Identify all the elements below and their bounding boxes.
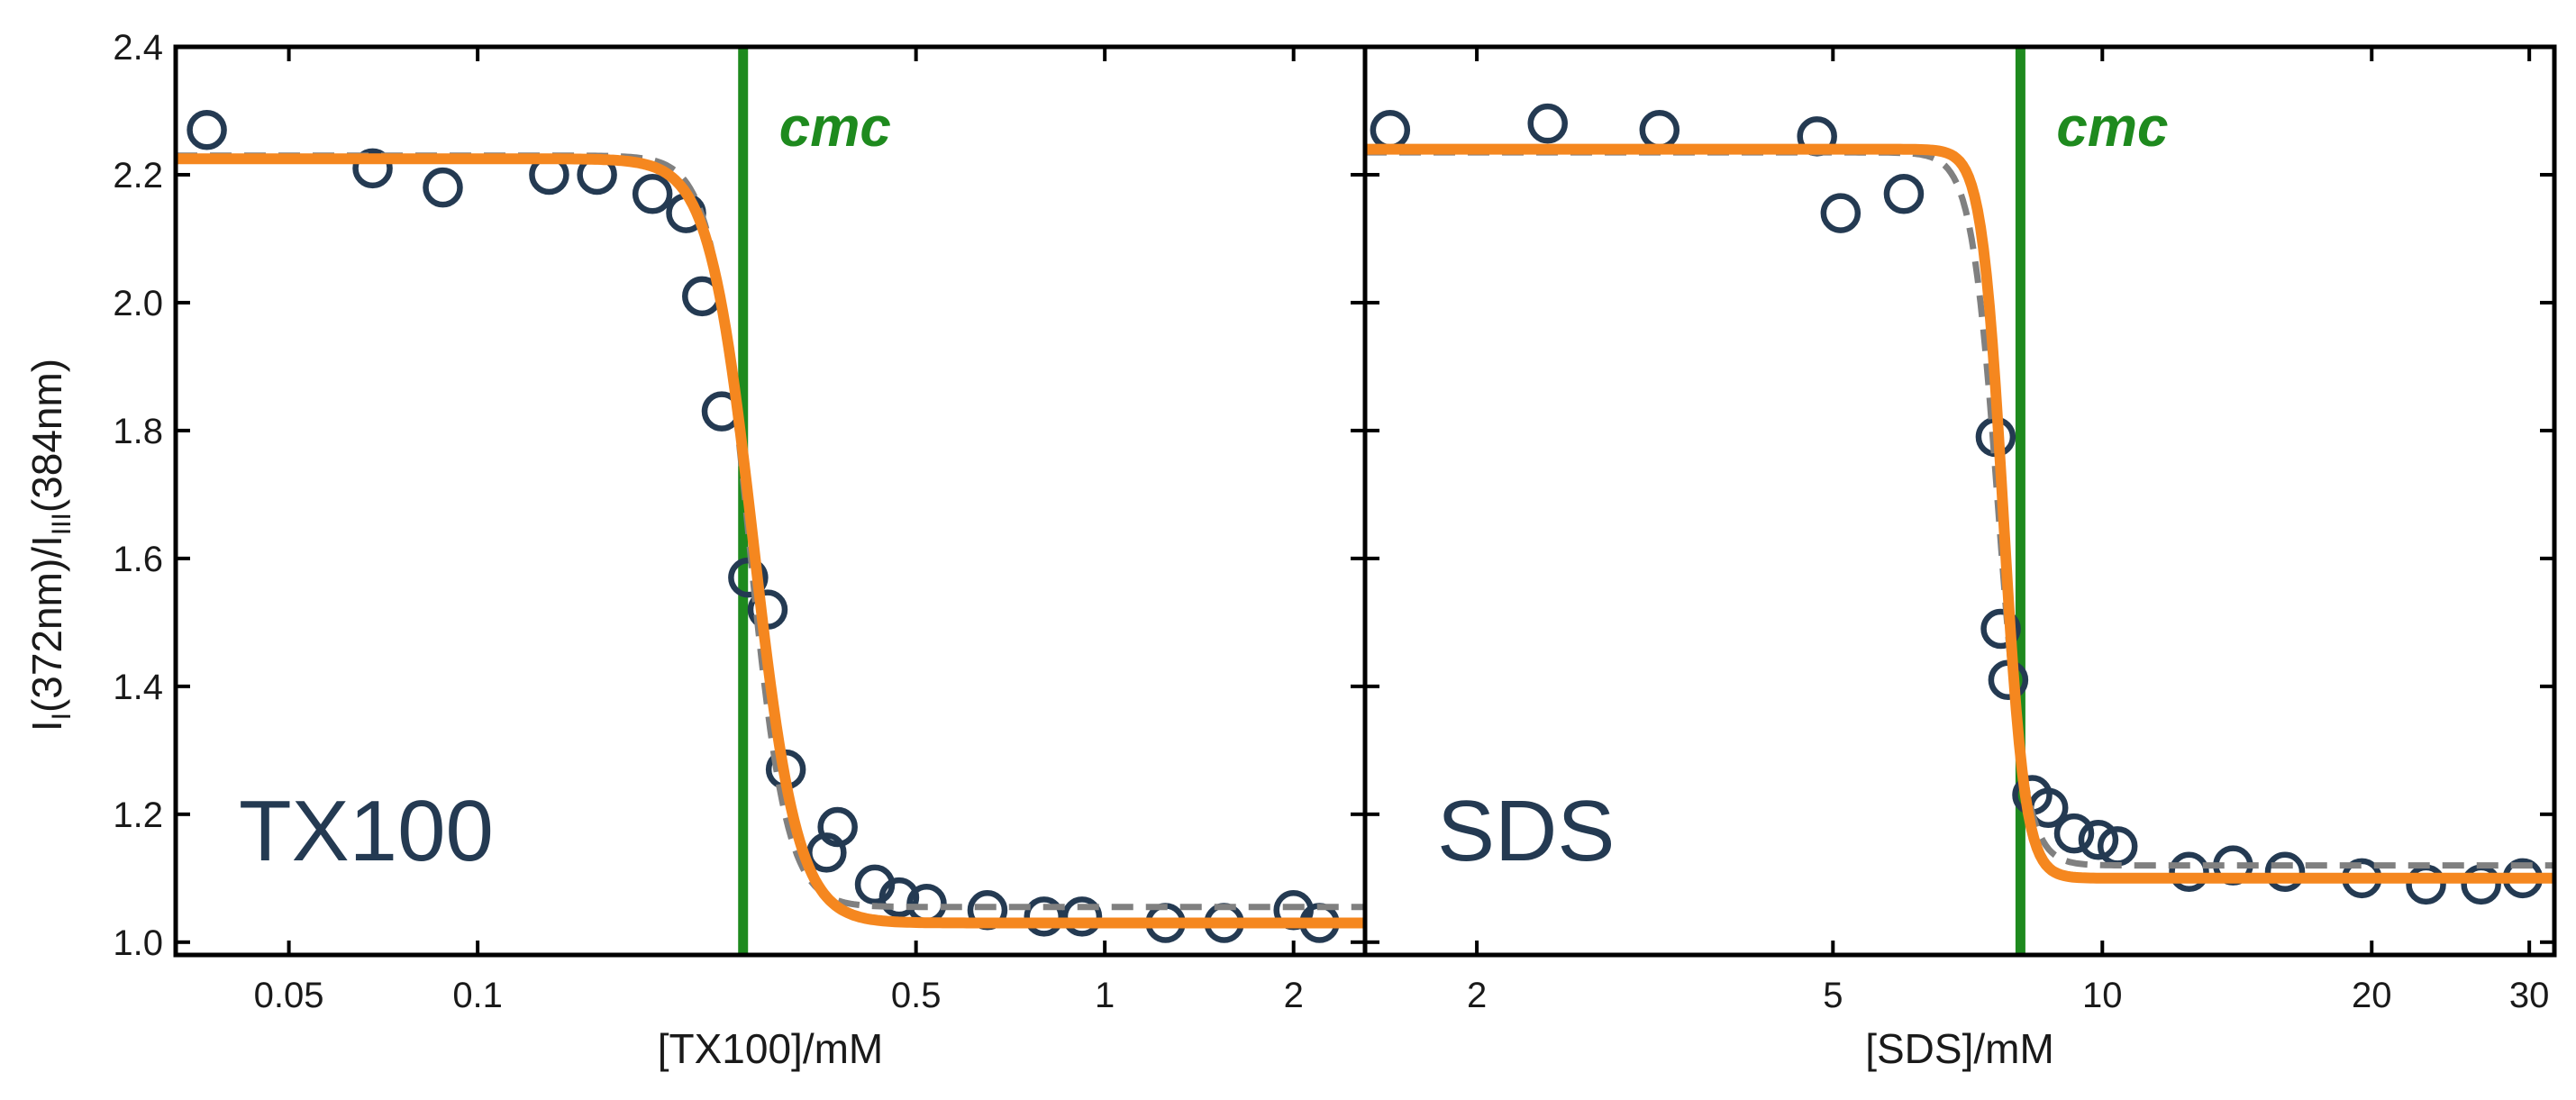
- x-tick-label: 2: [1284, 976, 1304, 1015]
- cmc-label: cmc: [779, 96, 891, 159]
- data-point: [1527, 103, 1568, 144]
- x-tick-label: 10: [2082, 976, 2123, 1015]
- panel-label: SDS: [1437, 783, 1615, 879]
- data-point: [1061, 896, 1103, 937]
- data-point: [1820, 193, 1861, 233]
- y-tick-label: 1.6: [113, 540, 163, 579]
- y-tick-label: 2.0: [113, 284, 163, 323]
- fit-curve-solid: [176, 153, 1365, 929]
- x-axis-title: [TX100]/mM: [658, 1025, 884, 1072]
- data-point: [806, 832, 847, 873]
- plot-frame: [1362, 44, 2557, 958]
- data-point: [2078, 819, 2119, 860]
- x-tick-label: 1: [1095, 976, 1115, 1015]
- data-point: [423, 167, 463, 208]
- y-axis-title-subscript: I: [47, 713, 77, 720]
- y-axis-title-part: (372nm)/I: [23, 535, 70, 713]
- x-tick-label: 2: [1467, 976, 1487, 1015]
- y-tick-label: 1.0: [113, 923, 163, 963]
- y-tick-label: 1.2: [113, 795, 163, 835]
- data-point: [817, 806, 858, 848]
- cmc-label: cmc: [2056, 96, 2168, 159]
- data-point: [2169, 851, 2209, 892]
- data-point: [1370, 110, 1411, 150]
- y-tick-label: 1.8: [113, 412, 163, 451]
- y-axis-title-part: (384nm): [23, 359, 70, 513]
- data-point: [2461, 864, 2501, 905]
- data-point: [1883, 174, 1925, 214]
- data-point: [1639, 110, 1680, 150]
- fit-curve-solid: [1365, 143, 2554, 884]
- fit-curve-dashed: [1365, 149, 2554, 869]
- data-point: [2406, 864, 2446, 905]
- data-point: [187, 110, 227, 150]
- x-tick-label: 20: [2352, 976, 2392, 1015]
- y-tick-label: 2.2: [113, 156, 163, 195]
- panel-sds: cmc 2 5 10 20 30 SDS [SDS]/mM: [1362, 44, 2557, 1072]
- y-axis-title-part: I: [23, 720, 70, 732]
- data-point: [1980, 608, 2021, 650]
- x-tick-label: 0.05: [254, 976, 324, 1015]
- y-tick-label: 2.4: [113, 28, 163, 68]
- data-point: [878, 877, 920, 918]
- data-point: [1024, 896, 1064, 937]
- y-axis-title-subscript: III: [47, 513, 77, 535]
- data-point: [632, 174, 673, 214]
- x-tick-label: 30: [2509, 976, 2550, 1015]
- x-axis-title: [SDS]/mM: [1865, 1025, 2054, 1072]
- panel-tx100: cmc 0.05 0.1 0.5 1 2 1.0 1.2 1.4 1.6 1.8 2.0 2.2 2.4…: [113, 28, 1368, 1072]
- x-tick-label: 0.5: [891, 976, 942, 1015]
- y-axis-title: II(372nm)/IIII(384nm): [23, 359, 77, 732]
- panel-label: TX100: [239, 783, 494, 879]
- x-tick-label: 0.1: [452, 976, 503, 1015]
- data-point: [2053, 813, 2095, 854]
- data-point: [352, 148, 393, 189]
- fit-curve-dashed: [176, 152, 1365, 911]
- y-tick-label: 1.4: [113, 668, 163, 707]
- data-point: [2264, 851, 2306, 892]
- x-tick-label: 5: [1823, 976, 1843, 1015]
